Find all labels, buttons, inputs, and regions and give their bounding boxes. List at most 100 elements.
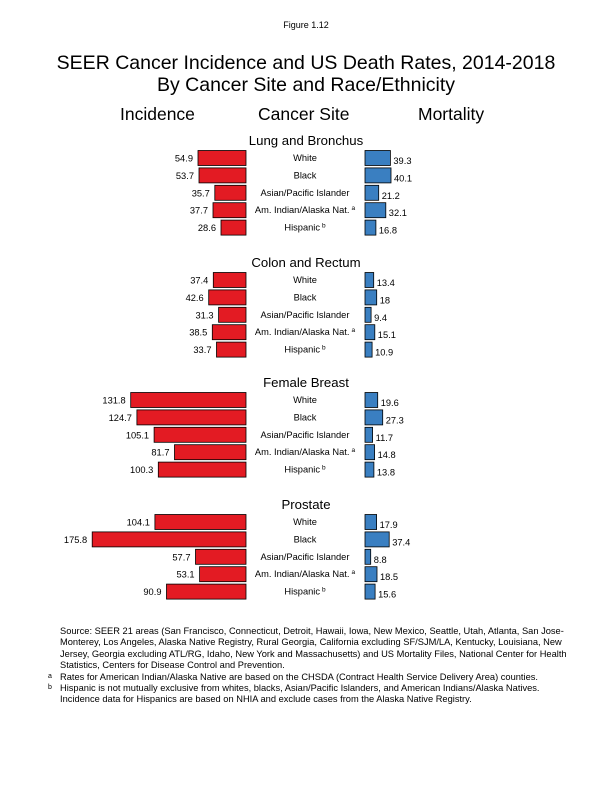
incidence-bar (91, 531, 247, 548)
mortality-bar (364, 324, 376, 341)
incidence-bar (212, 202, 247, 219)
mortality-value-label: 15.1 (378, 330, 396, 340)
mortality-value-label: 14.8 (378, 450, 396, 460)
mortality-bar (364, 150, 391, 166)
mortality-value-label: 13.4 (377, 278, 395, 288)
incidence-bar (166, 583, 247, 600)
category-superscript: b (322, 345, 326, 352)
incidence-value-label: 53.1 (176, 570, 194, 580)
mortality-bar (364, 514, 378, 530)
incidence-value-label: 35.7 (192, 188, 210, 198)
incidence-bar (130, 392, 247, 408)
mortality-bar (364, 392, 379, 408)
mortality-bar (364, 566, 378, 583)
category-label: Hispanic b (284, 223, 326, 233)
incidence-bar (154, 514, 247, 530)
category-label: Am. Indian/Alaska Nat. a (255, 205, 356, 215)
title-line-1: SEER Cancer Incidence and US Death Rates… (56, 52, 556, 74)
incidence-bar (195, 548, 247, 565)
mortality-bar (364, 444, 376, 461)
mortality-value-label: 32.1 (389, 208, 407, 218)
mortality-value-label: 18.5 (380, 572, 398, 582)
incidence-bar (199, 566, 247, 583)
footnote-b: b Hispanic is not mutually exclusive fro… (48, 683, 568, 694)
category-label: White (293, 517, 317, 527)
chart-title: SEER Cancer Incidence and US Death Rates… (0, 52, 612, 96)
category-label: Asian/Pacific Islander (261, 188, 350, 198)
incidence-value-label: 33.7 (193, 345, 211, 355)
mortality-value-label: 27.3 (386, 415, 404, 425)
incidence-value-label: 31.3 (195, 310, 213, 320)
mortality-bar (364, 289, 378, 306)
title-line-2: By Cancer Site and Race/Ethnicity (156, 74, 456, 96)
category-label: Am. Indian/Alaska Nat. a (255, 327, 356, 337)
source-note: Source: SEER 21 areas (San Francisco, Co… (60, 626, 567, 671)
incidence-bar (136, 409, 247, 426)
incidence-value-label: 42.6 (186, 293, 204, 303)
incidence-bar (212, 272, 247, 288)
footnotes: Source: SEER 21 areas (San Francisco, Co… (48, 626, 568, 706)
incidence-bar (157, 461, 247, 478)
butterfly-bar-chart: Lung and Bronchus 54.9 39.3 White 53.7 40.1 Bl… (64, 133, 412, 600)
category-label: White (293, 395, 317, 405)
category-label: White (293, 153, 317, 163)
mortality-bar (364, 426, 373, 443)
footnote-b-text: Hispanic is not mutually exclusive from … (60, 683, 540, 694)
mortality-bar (364, 409, 384, 426)
category-label: Hispanic b (284, 345, 326, 355)
incidence-value-label: 124.7 (109, 413, 132, 423)
mortality-bar (364, 548, 372, 565)
footnote-a: a Rates for American Indian/Alaska Nativ… (48, 672, 568, 683)
cancer-site-column-header: Cancer Site (258, 104, 350, 124)
mortality-value-label: 13.8 (377, 468, 395, 478)
category-superscript: b (322, 223, 326, 230)
mortality-value-label: 9.4 (374, 313, 387, 323)
category-label: Asian/Pacific Islander (261, 430, 350, 440)
mortality-value-label: 10.9 (375, 348, 393, 358)
incidence-bar (216, 341, 247, 358)
incidence-bar (208, 289, 247, 306)
figure-label: Figure 1.12 (283, 20, 329, 30)
incidence-value-label: 37.4 (190, 276, 208, 286)
incidence-value-label: 81.7 (151, 448, 169, 458)
footnote-a-mark: a (48, 672, 52, 680)
panel-title: Lung and Bronchus (249, 133, 364, 148)
category-superscript: a (351, 205, 355, 212)
mortality-value-label: 16.8 (379, 226, 397, 236)
incidence-bar (211, 324, 247, 341)
mortality-bar (364, 531, 390, 548)
mortality-bar (364, 167, 392, 184)
mortality-bar (364, 583, 376, 600)
incidence-bar (218, 306, 247, 323)
category-label: Black (294, 170, 317, 180)
incidence-bar (198, 167, 247, 184)
incidence-value-label: 54.9 (175, 154, 193, 164)
incidence-value-label: 175.8 (64, 535, 87, 545)
incidence-value-label: 105.1 (126, 430, 149, 440)
incidence-column-header: Incidence (120, 104, 195, 124)
mortality-value-label: 39.3 (393, 156, 411, 166)
category-label: Asian/Pacific Islander (261, 552, 350, 562)
category-superscript: b (322, 587, 326, 594)
mortality-value-label: 19.6 (381, 398, 399, 408)
category-label: Black (294, 292, 317, 302)
category-label: Am. Indian/Alaska Nat. a (255, 569, 356, 579)
category-superscript: a (351, 447, 355, 454)
panel-title: Colon and Rectum (251, 255, 360, 270)
mortality-value-label: 11.7 (376, 433, 393, 443)
incidence-value-label: 104.1 (127, 518, 150, 528)
incidence-value-label: 38.5 (189, 328, 207, 338)
category-label: Black (294, 412, 317, 422)
mortality-bar (364, 272, 375, 288)
mortality-value-label: 8.8 (374, 555, 387, 565)
incidence-value-label: 131.8 (102, 396, 125, 406)
hispanic-incidence-note: Incidence data for Hispanics are based o… (60, 694, 472, 705)
mortality-value-label: 15.6 (378, 590, 396, 600)
category-superscript: a (351, 569, 355, 576)
category-label: White (293, 275, 317, 285)
mortality-value-label: 18 (380, 295, 390, 305)
mortality-bar (364, 202, 387, 219)
mortality-bar (364, 461, 375, 478)
category-label: Am. Indian/Alaska Nat. a (255, 447, 356, 457)
incidence-value-label: 28.6 (198, 223, 216, 233)
